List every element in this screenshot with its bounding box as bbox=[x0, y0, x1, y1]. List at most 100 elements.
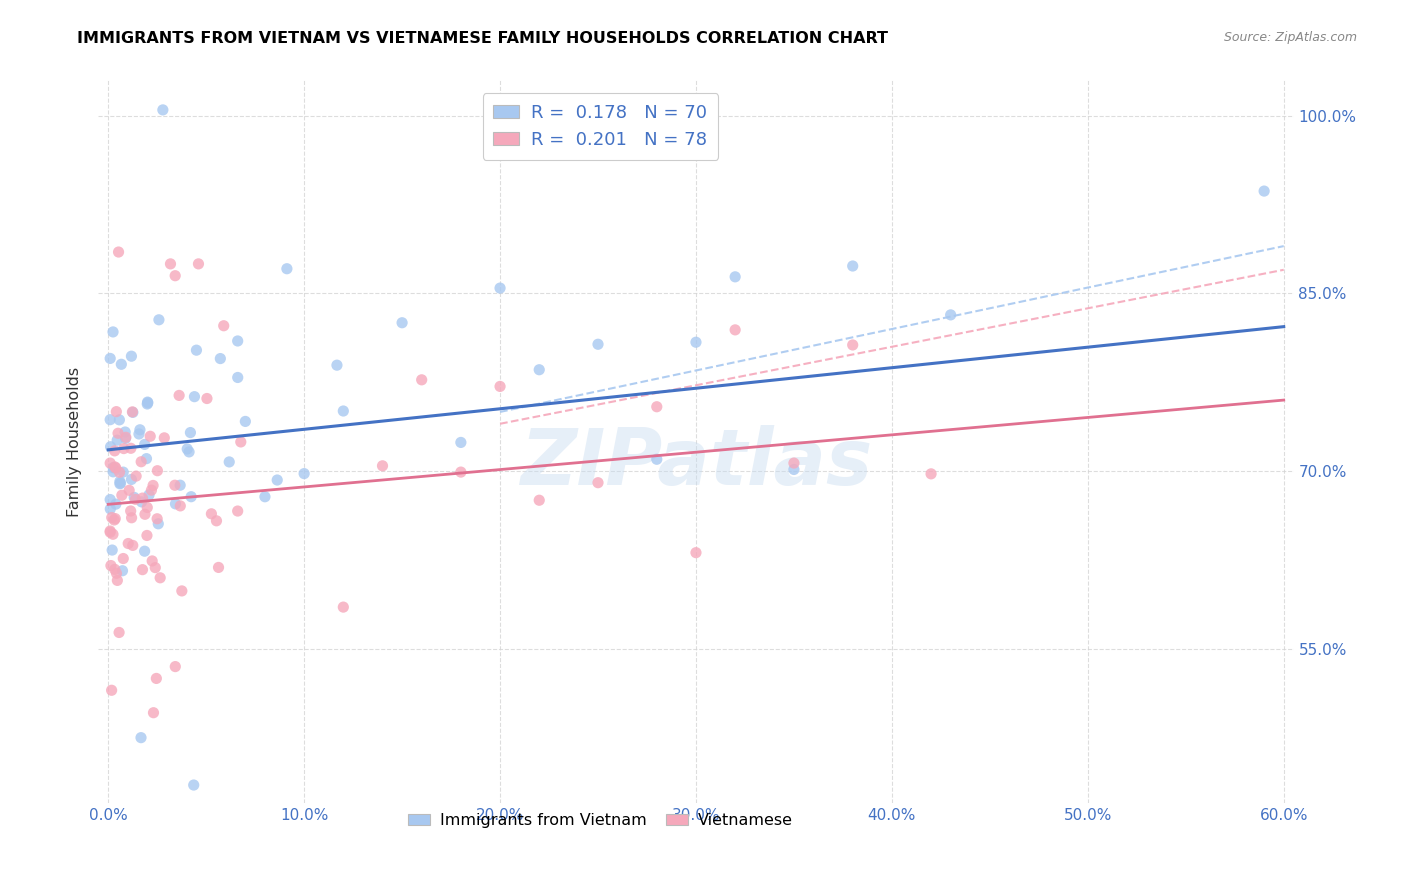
Point bbox=[136, 395, 159, 409]
Point bbox=[149, 571, 172, 585]
Point bbox=[332, 600, 354, 615]
Point bbox=[110, 357, 132, 371]
Point bbox=[266, 473, 288, 487]
Text: IMMIGRANTS FROM VIETNAM VS VIETNAMESE FAMILY HOUSEHOLDS CORRELATION CHART: IMMIGRANTS FROM VIETNAM VS VIETNAMESE FA… bbox=[77, 31, 889, 46]
Point bbox=[107, 426, 129, 441]
Point bbox=[165, 268, 187, 283]
Point bbox=[645, 452, 668, 467]
Point bbox=[253, 490, 276, 504]
Point bbox=[103, 513, 125, 527]
Point bbox=[120, 442, 142, 456]
Point bbox=[101, 465, 124, 479]
Point bbox=[586, 475, 609, 490]
Point bbox=[143, 560, 166, 574]
Point bbox=[841, 338, 863, 352]
Y-axis label: Family Households: Family Households bbox=[67, 367, 83, 516]
Point bbox=[212, 318, 235, 333]
Point bbox=[98, 524, 121, 538]
Point bbox=[112, 442, 135, 456]
Point bbox=[200, 507, 222, 521]
Point bbox=[226, 370, 249, 384]
Point bbox=[371, 458, 394, 473]
Point bbox=[136, 500, 159, 515]
Point bbox=[183, 390, 205, 404]
Point bbox=[98, 492, 121, 507]
Point bbox=[489, 379, 512, 393]
Point bbox=[783, 456, 806, 470]
Point bbox=[142, 478, 165, 492]
Point bbox=[136, 397, 159, 411]
Point bbox=[105, 574, 128, 588]
Point bbox=[112, 551, 135, 566]
Point bbox=[276, 261, 298, 276]
Point bbox=[148, 313, 170, 327]
Point bbox=[176, 442, 198, 456]
Point bbox=[129, 731, 152, 745]
Point bbox=[108, 413, 131, 427]
Point bbox=[114, 425, 136, 439]
Point bbox=[104, 562, 127, 576]
Point bbox=[104, 443, 127, 458]
Point bbox=[136, 396, 159, 410]
Point bbox=[939, 308, 962, 322]
Point bbox=[141, 554, 163, 568]
Point bbox=[108, 475, 131, 489]
Point bbox=[529, 362, 551, 376]
Point bbox=[104, 511, 127, 525]
Point bbox=[111, 564, 134, 578]
Point bbox=[163, 478, 186, 492]
Point bbox=[145, 672, 167, 686]
Point bbox=[135, 451, 157, 466]
Point bbox=[104, 497, 127, 511]
Legend: Immigrants from Vietnam, Vietnamese: Immigrants from Vietnam, Vietnamese bbox=[402, 806, 799, 835]
Point bbox=[121, 405, 143, 419]
Point bbox=[100, 510, 122, 524]
Point bbox=[180, 490, 202, 504]
Point bbox=[685, 546, 707, 560]
Point bbox=[131, 491, 153, 505]
Point bbox=[783, 462, 806, 476]
Point bbox=[134, 508, 156, 522]
Point bbox=[195, 392, 218, 406]
Point bbox=[100, 683, 122, 698]
Point bbox=[117, 536, 139, 550]
Point bbox=[187, 257, 209, 271]
Point bbox=[108, 625, 131, 640]
Point bbox=[139, 429, 162, 443]
Point bbox=[177, 445, 200, 459]
Point bbox=[229, 434, 252, 449]
Point bbox=[98, 502, 121, 516]
Point bbox=[235, 414, 257, 428]
Point bbox=[152, 103, 174, 117]
Point bbox=[120, 349, 142, 363]
Point bbox=[209, 351, 232, 366]
Point bbox=[326, 358, 349, 372]
Point bbox=[131, 495, 153, 509]
Point bbox=[332, 404, 354, 418]
Point bbox=[108, 476, 131, 491]
Point bbox=[121, 538, 143, 552]
Point bbox=[142, 706, 165, 720]
Point bbox=[105, 433, 128, 447]
Point bbox=[100, 440, 122, 454]
Point bbox=[169, 499, 191, 513]
Point bbox=[167, 388, 190, 402]
Point bbox=[136, 528, 159, 542]
Point bbox=[129, 423, 152, 437]
Point bbox=[169, 478, 191, 492]
Text: ZIPatlas: ZIPatlas bbox=[520, 425, 872, 501]
Point bbox=[841, 259, 863, 273]
Point bbox=[105, 566, 128, 581]
Point bbox=[1253, 184, 1275, 198]
Point bbox=[179, 425, 201, 440]
Point bbox=[98, 456, 121, 470]
Point bbox=[141, 483, 163, 498]
Point bbox=[226, 334, 249, 348]
Point bbox=[148, 516, 170, 531]
Point bbox=[292, 467, 315, 481]
Point bbox=[100, 558, 122, 573]
Point bbox=[183, 778, 205, 792]
Point bbox=[218, 455, 240, 469]
Point bbox=[170, 583, 193, 598]
Point bbox=[146, 464, 169, 478]
